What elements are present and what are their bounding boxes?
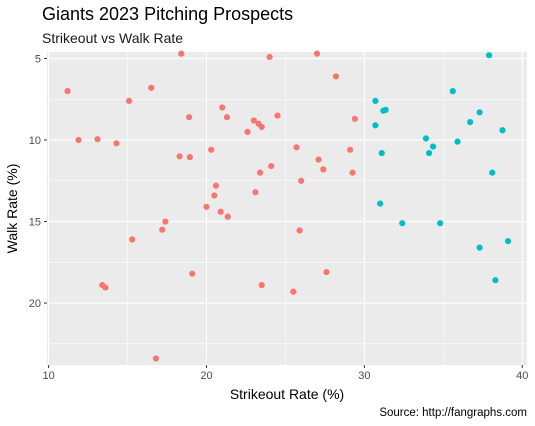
data-point-group-b — [492, 277, 499, 284]
data-point-group-b — [476, 244, 483, 251]
data-point-group-a — [152, 355, 160, 362]
data-point-group-b — [372, 122, 379, 129]
data-point-group-a — [224, 213, 231, 220]
data-point-group-a — [298, 177, 305, 184]
data-point-group-a — [250, 117, 257, 124]
chart-title: Giants 2023 Pitching Prospects — [42, 4, 294, 24]
data-point-group-a — [217, 208, 224, 215]
data-point-group-a — [351, 115, 358, 122]
data-point-group-a — [64, 88, 71, 95]
y-axis-title: Walk Rate (%) — [4, 164, 20, 254]
data-point-group-b — [422, 135, 430, 142]
data-point-group-a — [113, 140, 120, 147]
data-point-group-a — [212, 182, 220, 189]
data-point-group-a — [347, 146, 354, 153]
data-point-group-a — [252, 189, 259, 196]
data-point-group-a — [178, 50, 185, 57]
data-point-group-a — [189, 270, 196, 277]
data-point-group-a — [257, 169, 264, 176]
data-point-group-a — [126, 97, 133, 105]
data-point-group-b — [489, 169, 496, 176]
data-point-group-b — [372, 97, 379, 105]
data-point-group-b — [399, 220, 406, 227]
data-point-group-a — [102, 284, 109, 291]
y-tick-label: 10 — [29, 135, 41, 147]
y-tick-label: 15 — [29, 217, 41, 229]
data-point-group-a — [162, 218, 169, 225]
y-tick-label: 5 — [35, 54, 41, 66]
data-point-group-b — [429, 143, 437, 150]
data-point-group-a — [258, 282, 265, 289]
data-point-group-a — [290, 288, 297, 295]
x-tick-label: 30 — [358, 370, 370, 382]
data-point-group-b — [437, 220, 444, 227]
data-point-group-a — [219, 104, 226, 111]
data-point-group-b — [467, 118, 474, 126]
data-point-group-a — [94, 136, 101, 143]
data-point-group-a — [129, 236, 136, 243]
data-point-group-a — [186, 114, 193, 121]
data-point-group-a — [266, 53, 273, 60]
data-point-group-a — [320, 166, 327, 173]
data-point-group-a — [75, 136, 82, 144]
data-point-group-a — [176, 153, 183, 160]
data-point-group-a — [268, 163, 275, 170]
data-point-group-b — [377, 200, 384, 207]
data-point-group-a — [274, 112, 281, 119]
data-point-group-a — [313, 50, 321, 57]
data-point-group-b — [449, 88, 456, 95]
data-point-group-a — [323, 268, 330, 276]
data-point-group-a — [296, 227, 303, 234]
data-point-group-b — [504, 238, 512, 245]
data-point-group-a — [332, 73, 340, 80]
data-point-group-a — [349, 169, 356, 176]
x-tick-label: 10 — [42, 370, 54, 382]
data-point-group-a — [223, 114, 231, 121]
data-point-group-a — [258, 123, 265, 131]
data-point-group-b — [378, 149, 385, 157]
data-point-group-b — [486, 52, 493, 59]
chart-subtitle: Strikeout vs Walk Rate — [42, 30, 184, 46]
data-point-group-a — [203, 203, 210, 210]
data-point-group-a — [208, 146, 215, 153]
data-point-group-a — [211, 192, 218, 199]
y-tick-label: 20 — [29, 298, 41, 310]
x-tick-label: 40 — [516, 370, 528, 382]
data-point-group-a — [186, 154, 193, 161]
plot-panel — [47, 52, 527, 365]
data-point-group-b — [426, 149, 433, 157]
data-point-group-a — [159, 226, 166, 233]
x-axis-title: Strikeout Rate (%) — [230, 386, 344, 402]
data-point-group-b — [382, 106, 389, 113]
x-tick-label: 20 — [200, 370, 212, 382]
chart-caption: Source: http://fangraphs.com — [379, 407, 527, 419]
data-point-group-b — [454, 138, 461, 145]
data-point-group-a — [148, 84, 155, 91]
data-point-group-b — [476, 109, 483, 116]
data-point-group-a — [293, 144, 300, 151]
data-point-group-b — [499, 127, 506, 134]
data-point-group-a — [244, 128, 251, 135]
data-point-group-a — [315, 156, 322, 163]
